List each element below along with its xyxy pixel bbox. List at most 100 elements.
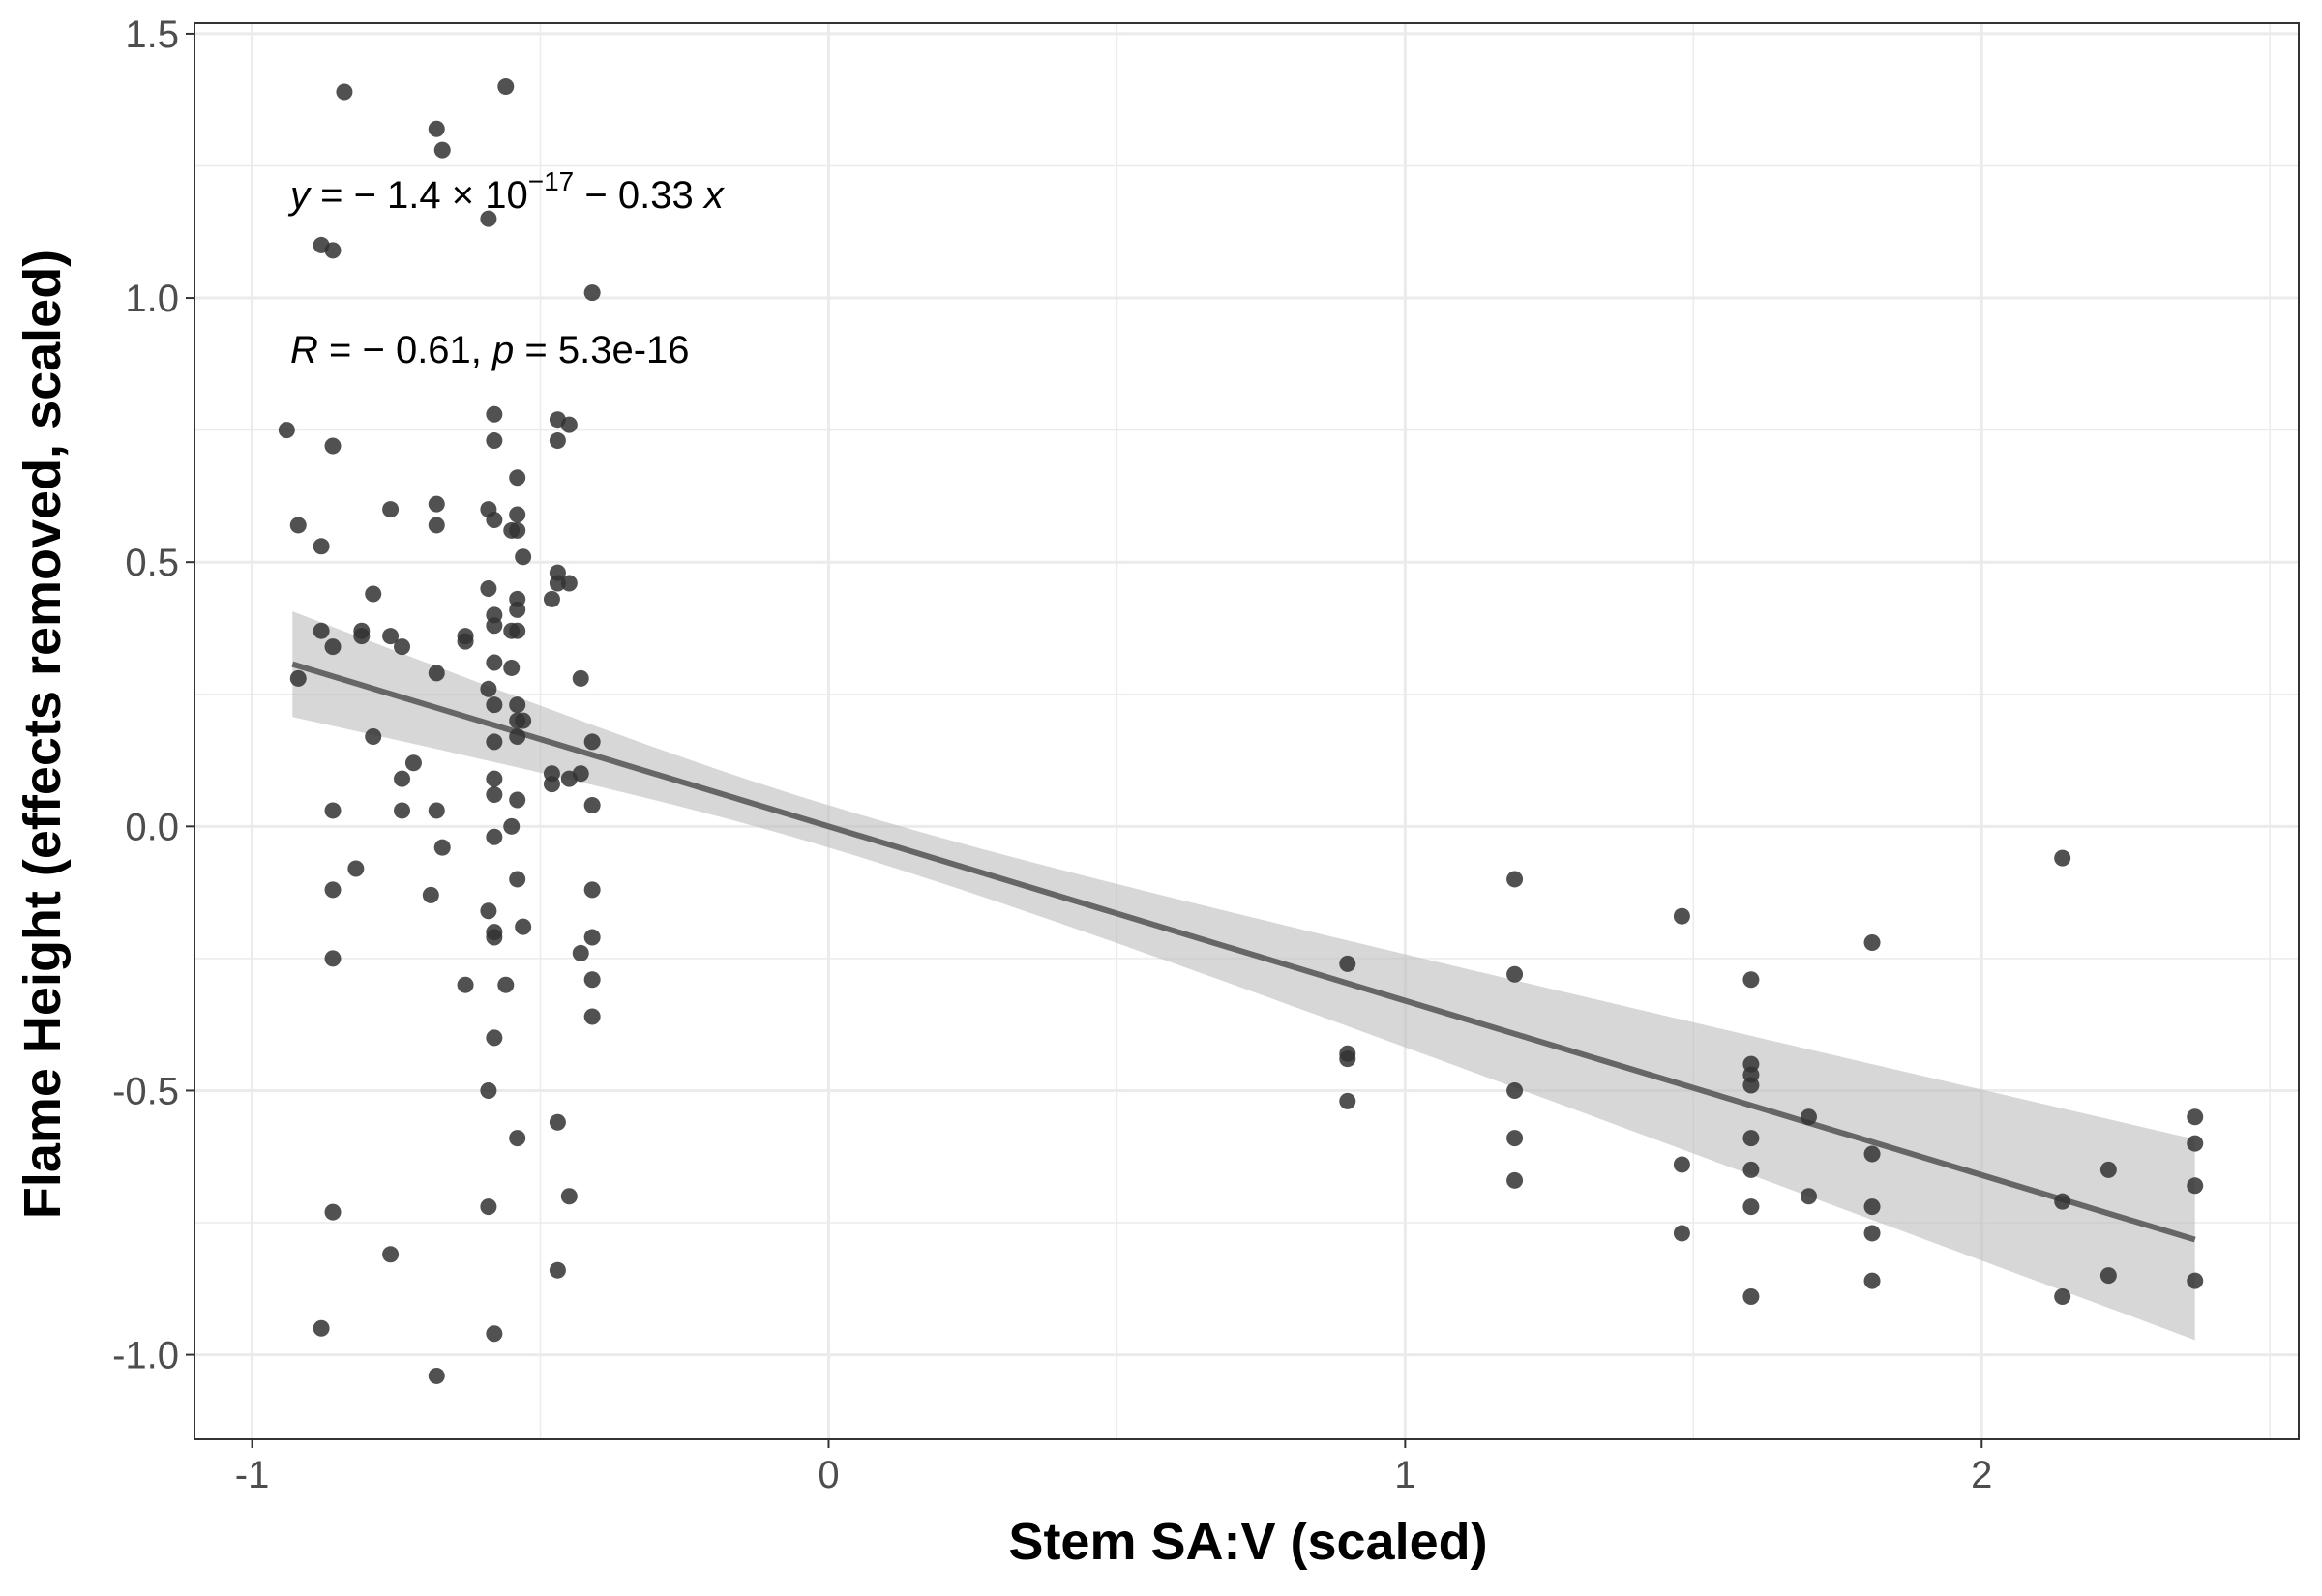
data-point — [428, 1367, 445, 1384]
data-point — [2187, 1272, 2204, 1289]
x-axis: -1 0 1 2 — [235, 1439, 1992, 1496]
data-point — [1506, 871, 1524, 888]
data-point — [324, 437, 342, 455]
y-axis: -1.0 -0.5 0.0 0.5 1.0 1.5 — [112, 14, 194, 1377]
data-point — [509, 696, 526, 714]
data-point — [549, 1113, 566, 1131]
data-point — [324, 802, 342, 819]
data-point — [433, 141, 451, 159]
data-point — [382, 628, 400, 645]
data-point — [486, 1325, 503, 1343]
data-point — [486, 929, 503, 946]
data-point — [1742, 1130, 1760, 1147]
data-point — [1863, 1225, 1881, 1242]
data-point — [509, 871, 526, 888]
data-point — [509, 791, 526, 809]
data-point — [1742, 1198, 1760, 1216]
data-point — [1742, 1161, 1760, 1178]
data-point — [486, 733, 503, 751]
data-point — [583, 284, 601, 302]
data-point — [1673, 907, 1690, 925]
x-tick-label: 1 — [1394, 1454, 1415, 1496]
data-point — [324, 950, 342, 967]
data-point — [480, 210, 497, 227]
data-point — [2187, 1135, 2204, 1152]
y-tick-label: -0.5 — [112, 1070, 179, 1112]
data-point — [428, 802, 445, 819]
data-point — [1506, 1081, 1524, 1099]
data-point — [497, 976, 515, 993]
data-point — [509, 469, 526, 487]
data-point — [1506, 1130, 1524, 1147]
data-point — [394, 802, 411, 819]
data-point — [515, 548, 532, 566]
data-point — [486, 654, 503, 671]
data-point — [289, 669, 307, 687]
data-point — [2187, 1108, 2204, 1126]
data-point — [480, 1198, 497, 1216]
data-point — [515, 712, 532, 729]
data-point — [313, 1319, 330, 1337]
data-point — [486, 405, 503, 423]
x-tick-label: -1 — [235, 1454, 270, 1496]
data-point — [1800, 1188, 1817, 1205]
data-point — [509, 622, 526, 639]
data-point — [583, 881, 601, 899]
y-tick-label: 0.5 — [125, 542, 179, 584]
y-tick-label: 0.0 — [125, 806, 179, 848]
data-point — [480, 1081, 497, 1099]
data-point — [1506, 1171, 1524, 1189]
data-point — [404, 754, 422, 772]
stats-annotation: R = − 0.61, p = 5.3e-16 — [290, 329, 690, 371]
data-point — [382, 501, 400, 518]
data-point — [1742, 971, 1760, 989]
data-point — [509, 521, 526, 539]
data-point — [1863, 1272, 1881, 1289]
data-point — [324, 638, 342, 656]
data-point — [583, 733, 601, 751]
data-point — [497, 78, 515, 96]
data-point — [2054, 1288, 2071, 1306]
data-point — [457, 976, 474, 993]
y-tick-label: 1.0 — [125, 278, 179, 320]
data-point — [433, 839, 451, 856]
data-point — [543, 590, 560, 607]
data-point — [1863, 934, 1881, 952]
data-point — [422, 886, 439, 903]
data-point — [486, 1029, 503, 1047]
y-tick-label: -1.0 — [112, 1335, 179, 1377]
data-point — [480, 680, 497, 697]
data-point — [583, 929, 601, 946]
data-point — [486, 770, 503, 787]
data-point — [1863, 1145, 1881, 1163]
data-point — [1863, 1198, 1881, 1216]
data-point — [428, 517, 445, 534]
data-point — [509, 506, 526, 523]
data-point — [365, 727, 382, 745]
data-point — [313, 538, 330, 555]
data-point — [515, 918, 532, 935]
data-point — [289, 517, 307, 534]
data-point — [2187, 1177, 2204, 1195]
data-point — [486, 786, 503, 804]
data-point — [560, 416, 578, 433]
panel-border — [194, 22, 2300, 1440]
data-point — [2054, 1193, 2071, 1210]
data-point — [560, 575, 578, 592]
regression-line — [291, 661, 2196, 1243]
data-point — [428, 665, 445, 682]
data-point — [324, 242, 342, 259]
data-point — [486, 511, 503, 528]
data-point — [313, 622, 330, 639]
y-tick-label: 1.5 — [125, 14, 179, 56]
data-point — [1339, 1092, 1356, 1109]
data-point — [336, 83, 353, 101]
data-point — [324, 881, 342, 899]
data-point — [1673, 1156, 1690, 1173]
data-point — [394, 638, 411, 656]
data-point — [394, 770, 411, 787]
data-point — [509, 601, 526, 618]
data-point — [2099, 1161, 2117, 1178]
data-point — [583, 971, 601, 989]
